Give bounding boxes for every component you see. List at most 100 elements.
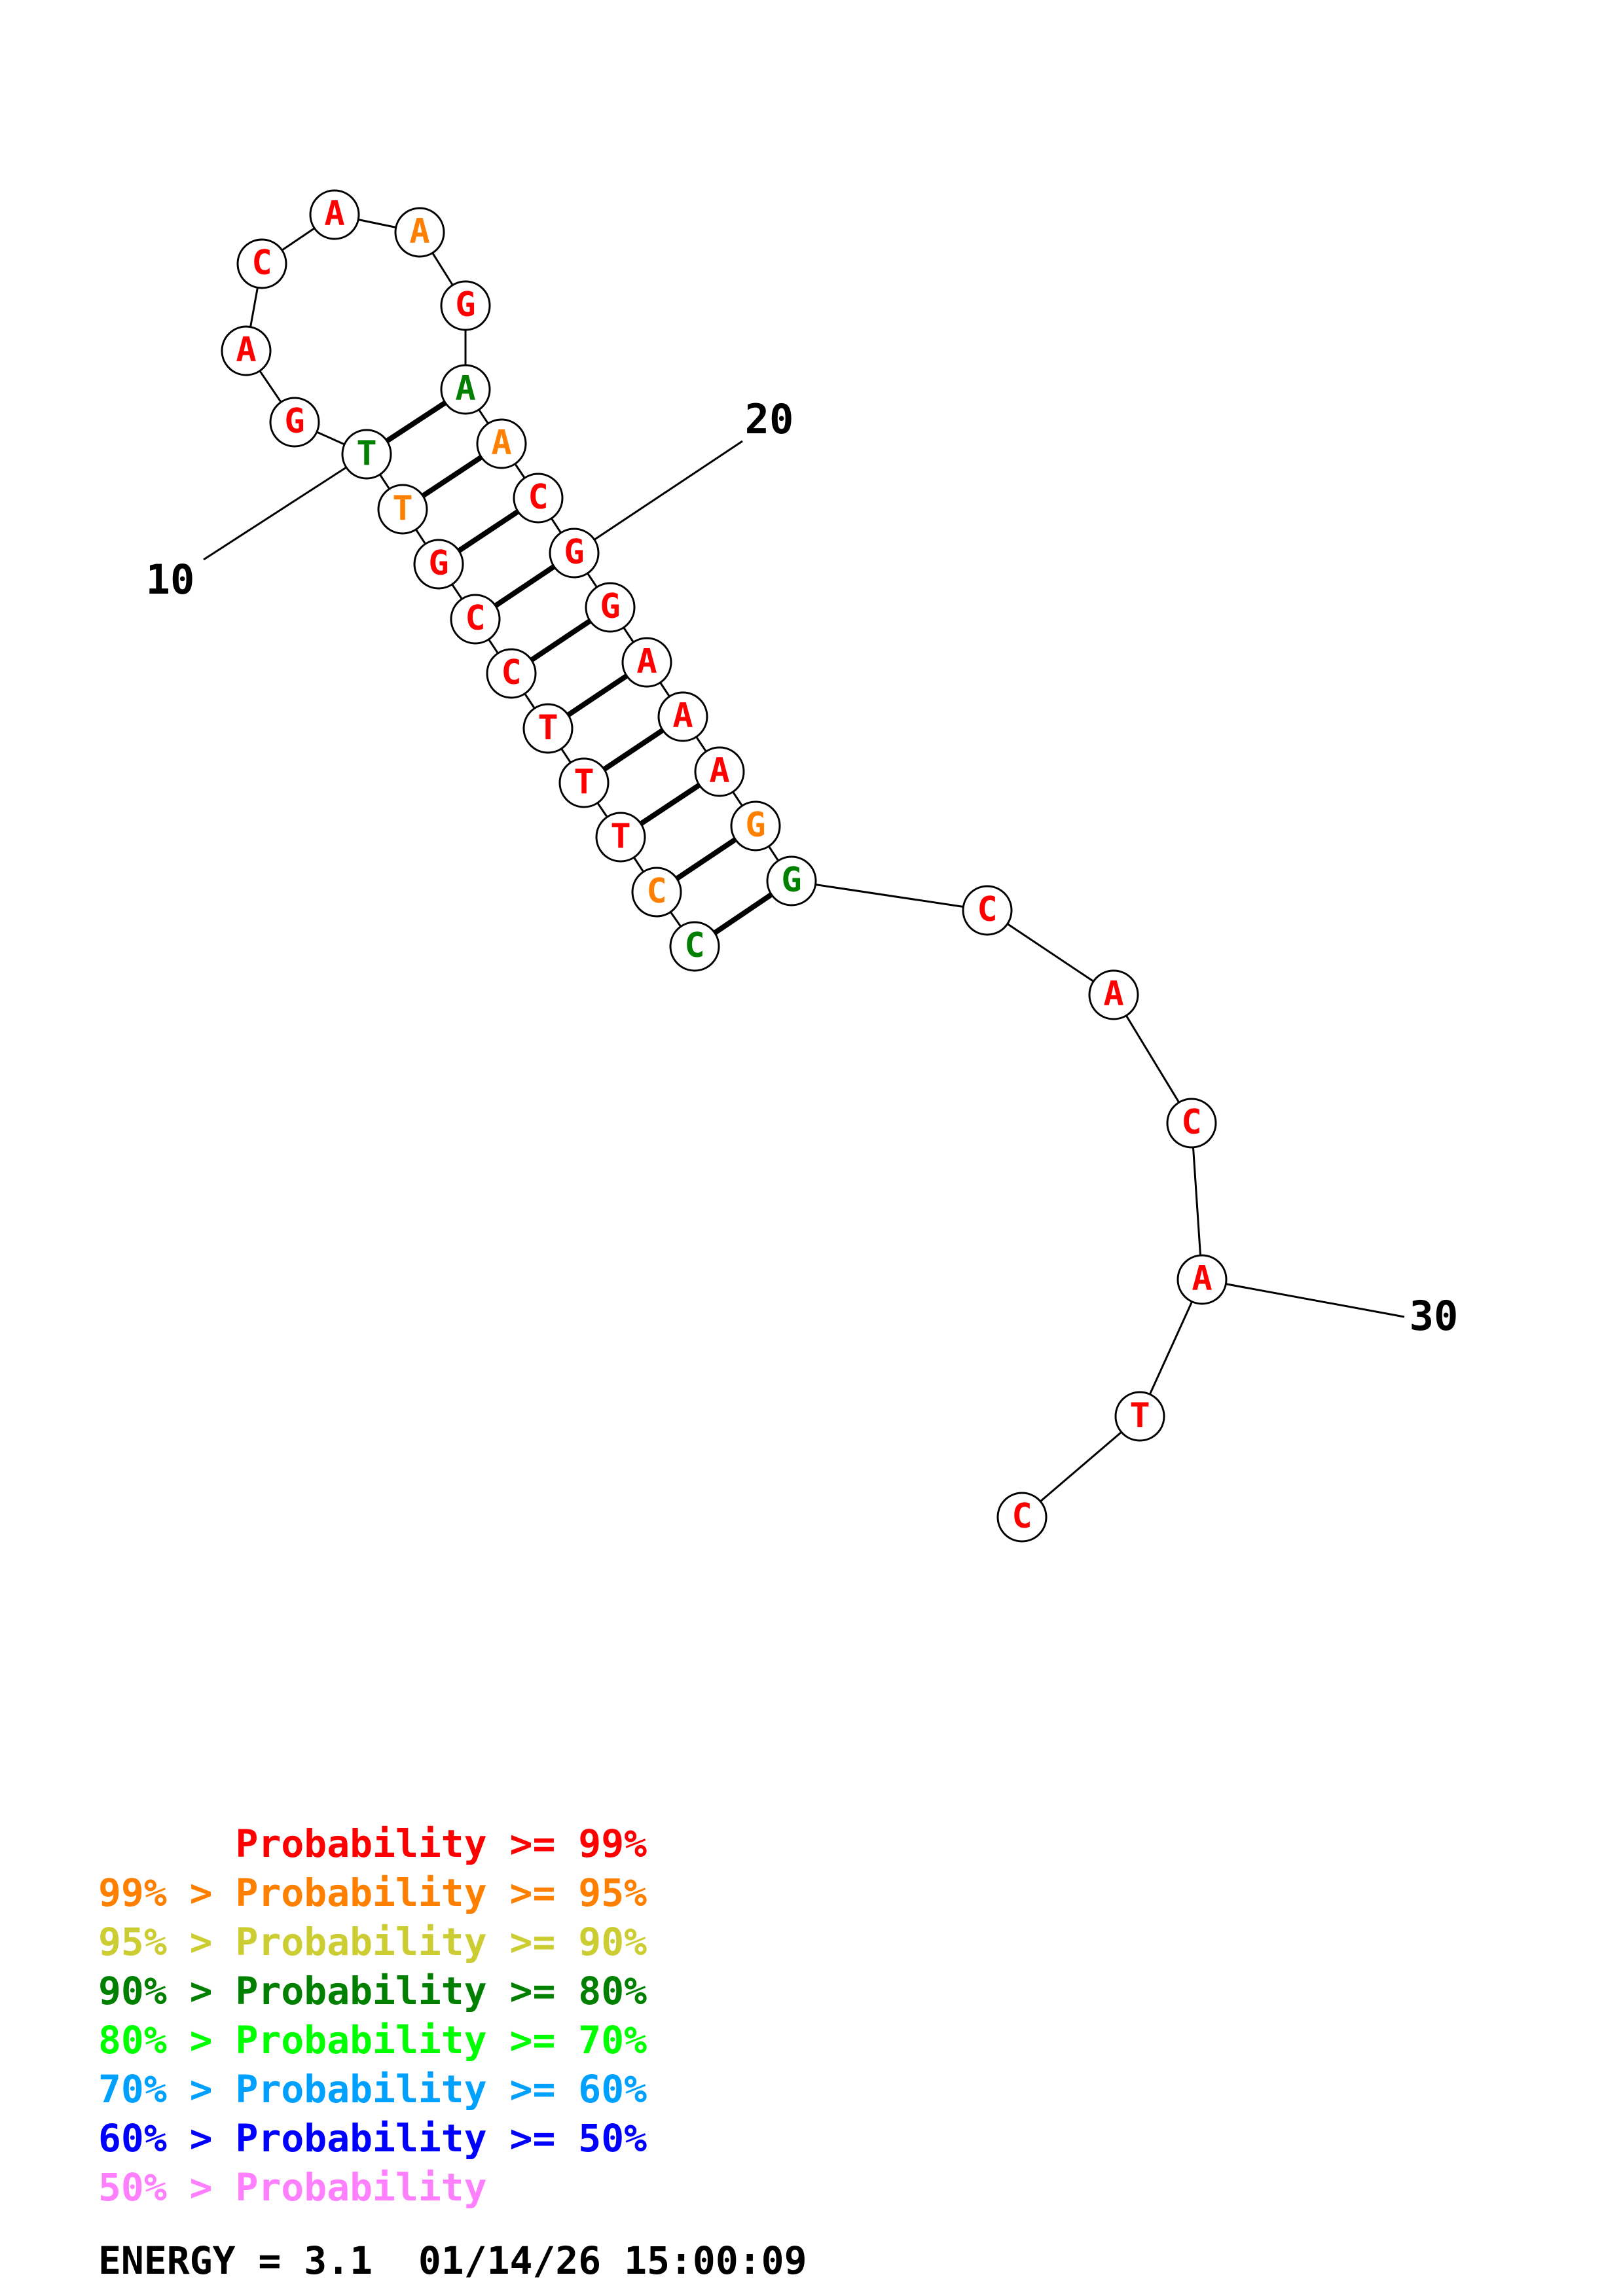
nucleotide-letter: C — [1181, 1103, 1201, 1142]
nucleotide-circle — [558, 757, 610, 808]
nucleotide: A — [1088, 969, 1139, 1020]
nucleotide: T — [522, 703, 574, 754]
base-pair-lines — [365, 387, 793, 949]
legend-prefix: 60% > — [98, 2116, 236, 2161]
nucleotide-letter: T — [610, 817, 630, 856]
nucleotide-letter: A — [324, 194, 344, 234]
nucleotide: T — [377, 484, 428, 535]
nucleotide-letter: C — [1012, 1497, 1032, 1536]
nucleotide-letter: A — [1103, 975, 1123, 1014]
backbone-segment — [1190, 1122, 1203, 1280]
nucleotide-letter: A — [1192, 1259, 1212, 1299]
nucleotide-circle — [394, 207, 445, 258]
nucleotide-letter: G — [428, 544, 448, 583]
nucleotide-letter: G — [745, 806, 765, 845]
tick-label: 30 — [1410, 1292, 1459, 1340]
nucleotide-circle — [730, 800, 781, 852]
nucleotide: G — [730, 800, 781, 852]
legend-line: 90% > Probability >= 80% — [98, 1967, 647, 2016]
legend-text: Probability >= 70% — [235, 2018, 647, 2062]
nucleotide: A — [657, 691, 708, 742]
nucleotide-circle — [476, 418, 527, 469]
timestamp: 01/14/26 15:00:09 — [418, 2238, 807, 2283]
legend-prefix: 99% > — [98, 1871, 236, 1915]
nucleotide-circle — [621, 637, 672, 688]
nucleotide: C — [1166, 1098, 1217, 1149]
nucleotide-letter: G — [600, 587, 620, 626]
nucleotide: C — [486, 648, 537, 699]
nucleotide-circle — [1166, 1098, 1217, 1149]
nucleotide: C — [631, 867, 682, 918]
nucleotide-circle — [694, 746, 745, 797]
nucleotide-circle — [341, 429, 392, 480]
legend-prefix: 50% > — [98, 2165, 236, 2210]
tick-line — [574, 440, 743, 554]
legend-line: 99% > Probability >= 95% — [98, 1869, 647, 1918]
legend-line: 95% > Probability >= 90% — [98, 1918, 647, 1967]
legend-line: 70% > Probability >= 60% — [98, 2065, 647, 2114]
nucleotide-circle — [221, 325, 272, 376]
nucleotide: C — [962, 885, 1013, 936]
nucleotide-circle — [522, 703, 574, 754]
legend-prefix: 70% > — [98, 2067, 236, 2111]
probability-legend: Probability >= 99% 99% > Probability >= 9… — [98, 1820, 647, 2212]
nucleotide: A — [476, 418, 527, 469]
energy-label: ENERGY = 3.1 — [98, 2238, 373, 2283]
legend-text: Probability >= 99% — [235, 1821, 647, 1866]
nucleotide: A — [1176, 1254, 1228, 1305]
nucleotide-letter: A — [636, 642, 657, 681]
nucleotide-circle — [450, 594, 501, 645]
nucleotide: G — [549, 528, 600, 579]
nucleotide: C — [669, 921, 720, 972]
legend-line: 50% > Probability — [98, 2163, 647, 2212]
nucleotide-circle — [996, 1492, 1048, 1543]
nucleotide-letter: T — [356, 434, 376, 473]
nucleotide-letter: A — [672, 696, 693, 736]
nucleotide-circle — [1176, 1254, 1228, 1305]
nucleotide-circle — [1088, 969, 1139, 1020]
position-ticks: 10 20 30 — [146, 395, 1459, 1340]
nucleotide-letter: C — [646, 872, 666, 911]
nucleotide-circle — [766, 855, 817, 906]
nucleotide-circle — [413, 539, 464, 590]
nucleotide-letter: C — [684, 926, 704, 965]
nucleotide-letter: T — [538, 708, 558, 747]
nucleotide-circle — [236, 238, 287, 289]
nucleotide-circle — [631, 867, 682, 918]
nucleotide-circle — [440, 364, 491, 415]
nucleotide: A — [394, 207, 445, 258]
nucleotide-circle — [513, 473, 564, 524]
nucleotide-letter: A — [491, 423, 511, 463]
nucleotide-letter: G — [781, 861, 801, 900]
backbone-segment — [987, 909, 1114, 996]
nucleotide: G — [766, 855, 817, 906]
legend-prefix: 80% > — [98, 2018, 236, 2062]
nucleotide-letter: T — [1129, 1396, 1150, 1435]
nucleotide: A — [309, 189, 360, 240]
nucleotide-circle — [377, 484, 428, 535]
nucleotide-letter: A — [709, 751, 729, 791]
legend-prefix — [98, 1821, 236, 1866]
backbone-lines — [245, 213, 1203, 1518]
legend-text: Probability >= 80% — [235, 1969, 647, 2013]
tick-line — [1201, 1278, 1405, 1318]
nucleotide-circle — [585, 582, 636, 633]
nucleotide: C — [996, 1492, 1048, 1543]
nucleotide-letter: C — [528, 478, 548, 517]
legend-line: 60% > Probability >= 50% — [98, 2114, 647, 2163]
nucleotide: C — [236, 238, 287, 289]
nucleotide-letter: G — [455, 285, 475, 325]
legend-text: Probability — [235, 2165, 487, 2210]
nucleotide-circle — [549, 528, 600, 579]
nucleotide: G — [413, 539, 464, 590]
nucleotide-letter: A — [236, 331, 256, 370]
nucleotide-letter: A — [455, 369, 475, 408]
nucleotide-circle — [1114, 1391, 1165, 1442]
nucleotide-circle — [657, 691, 708, 742]
nucleotide-letter: A — [409, 212, 429, 251]
tick-label: 10 — [146, 556, 195, 603]
legend-text: Probability >= 60% — [235, 2067, 647, 2111]
nucleotide: A — [694, 746, 745, 797]
